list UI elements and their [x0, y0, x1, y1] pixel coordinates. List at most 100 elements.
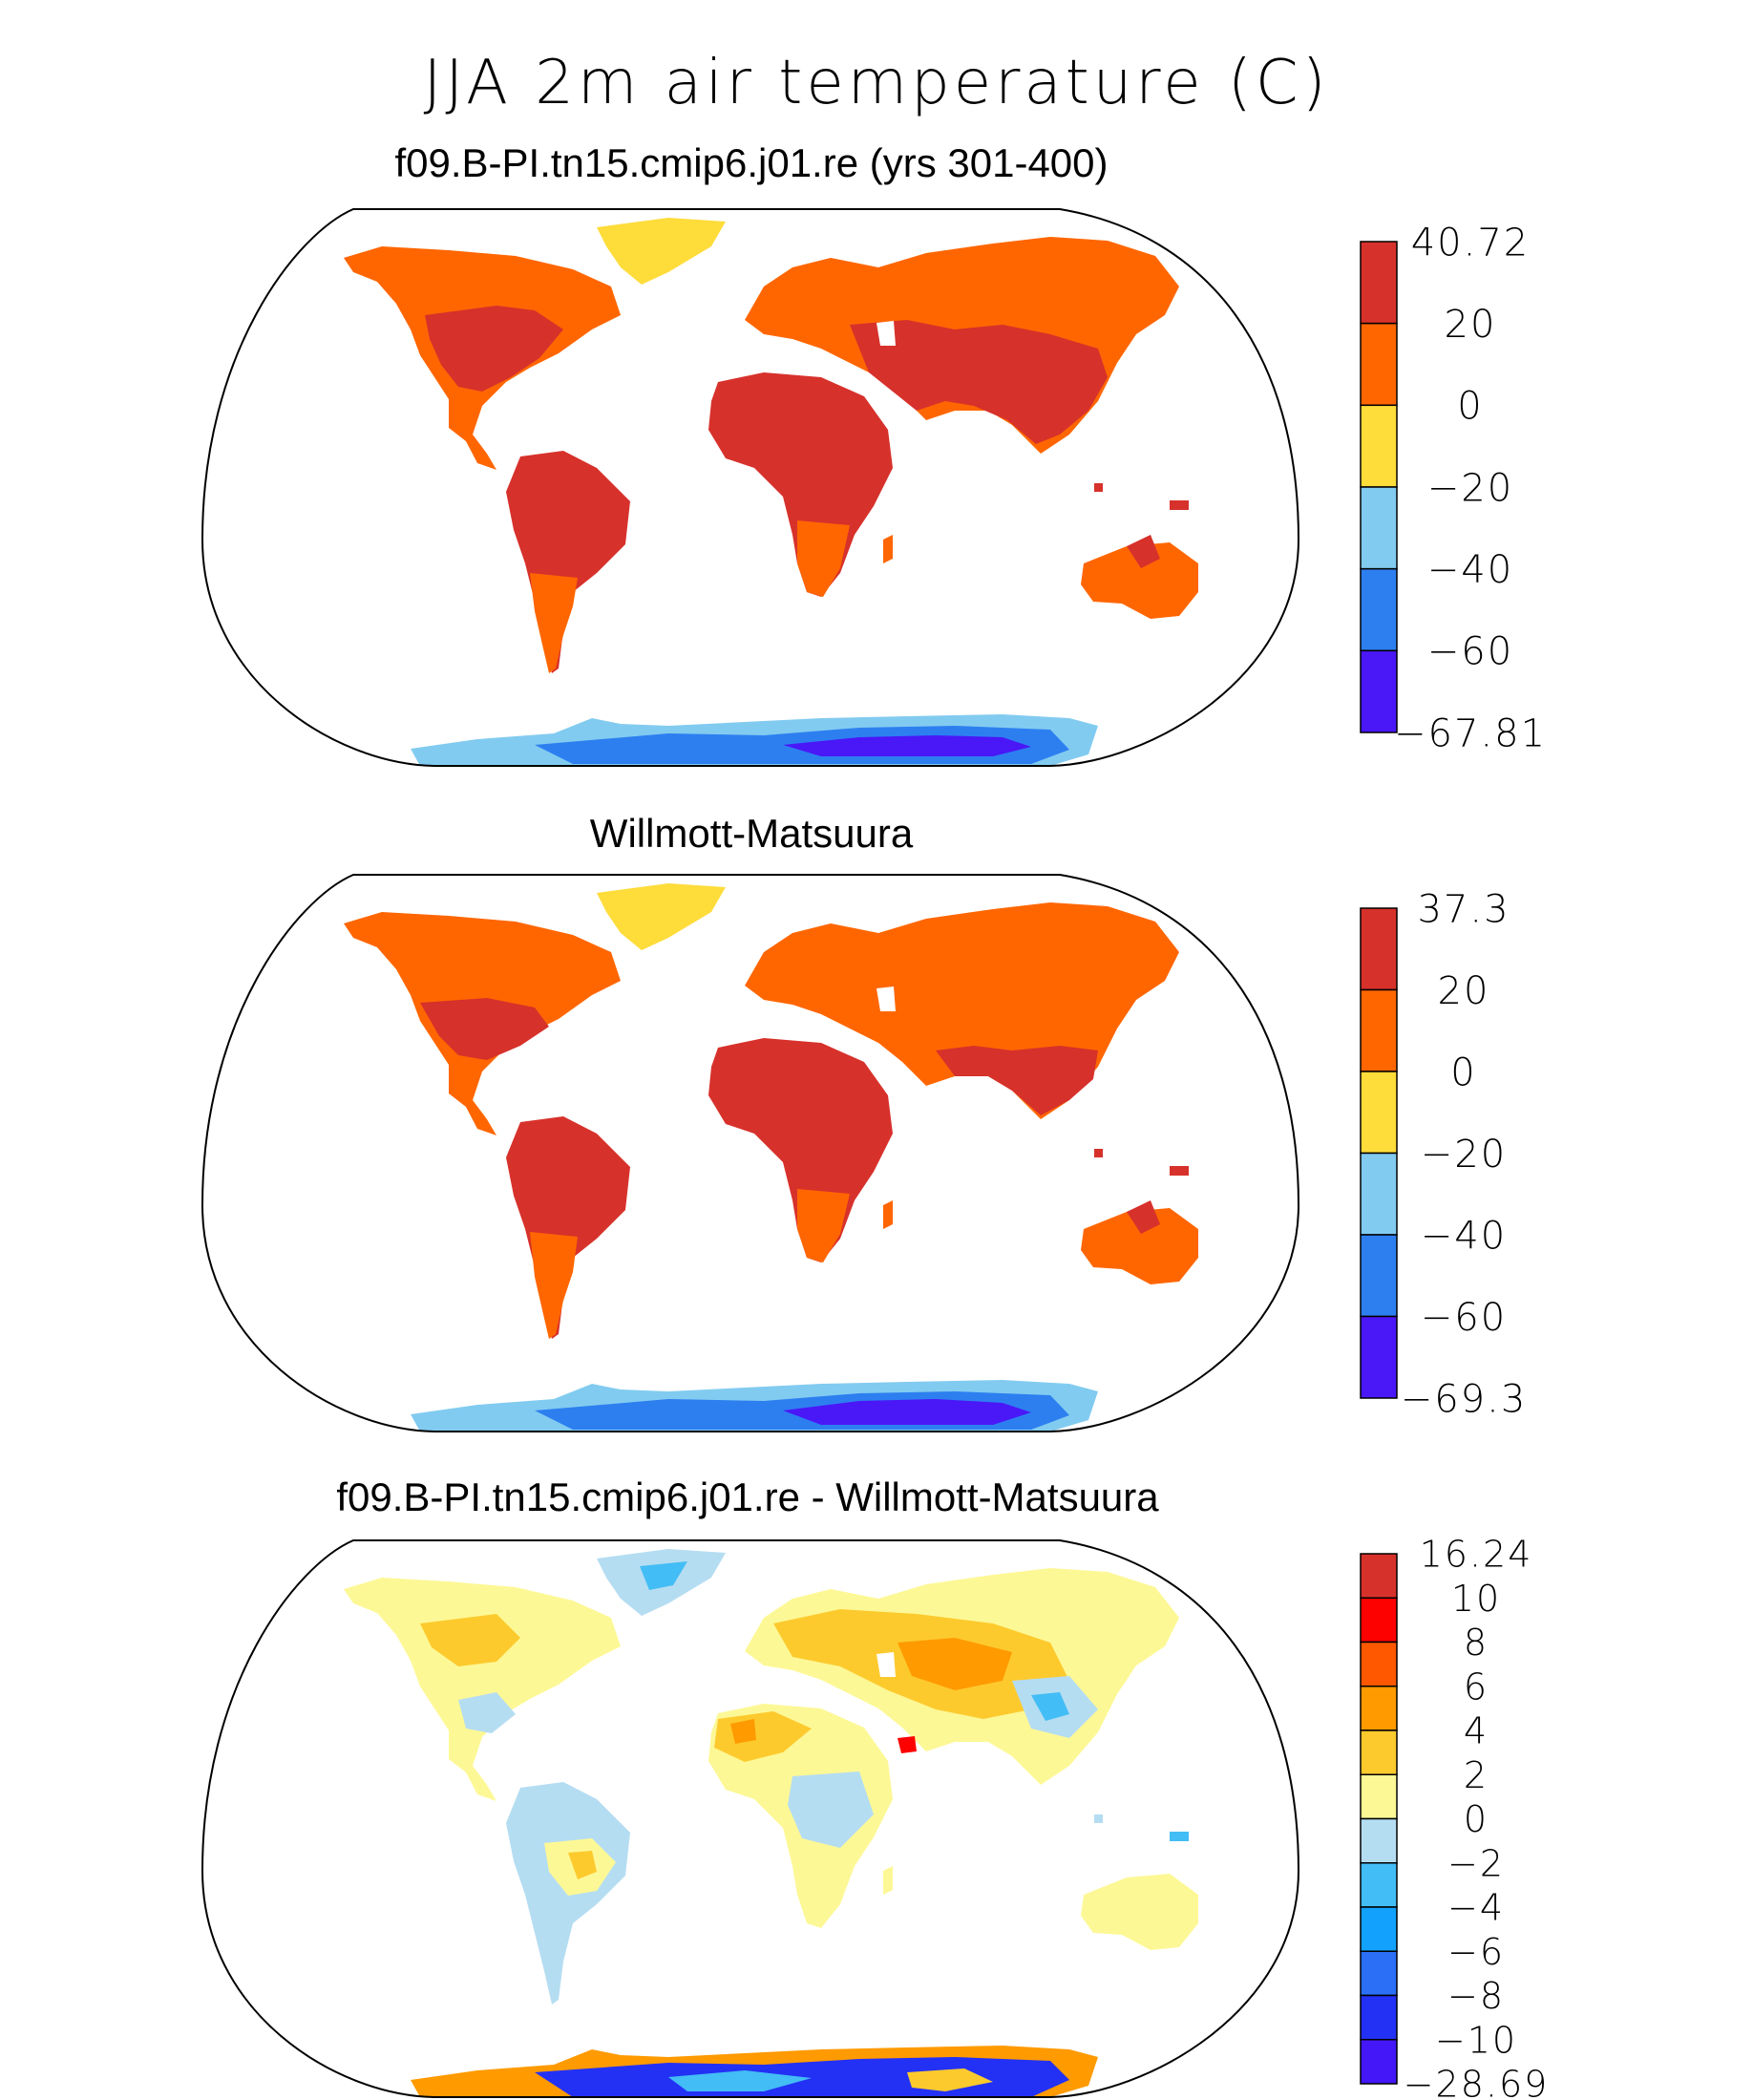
colorbar-tick-label: 0	[1457, 385, 1483, 429]
continent-australia	[1081, 1208, 1198, 1284]
colorbar-tick-label: 40.72	[1411, 221, 1531, 265]
colorbar-tick-label: −60	[1421, 1296, 1507, 1340]
colorbar-swatch	[1360, 1950, 1398, 1997]
colorbar-swatch	[1360, 1152, 1398, 1236]
caspian-cut	[876, 986, 896, 1011]
island-block-1	[1094, 483, 1103, 492]
map-outline-model	[201, 208, 1300, 767]
colorbar-swatch	[1360, 1994, 1398, 2041]
north-america-cool-patch	[458, 1692, 516, 1733]
colorbar-tick-label: −2	[1447, 1842, 1505, 1884]
colorbar-tick-label: 8	[1464, 1622, 1489, 1664]
greenland-core	[640, 1561, 687, 1590]
colorbar-tick-label: −40	[1421, 1214, 1507, 1258]
island-block-2	[1170, 500, 1189, 510]
colorbar-tick-label: 10	[1451, 1578, 1501, 1620]
map-outline-difference	[201, 1539, 1300, 2098]
colorbar-swatch	[1360, 1729, 1398, 1775]
north-america-interior	[420, 998, 549, 1060]
colorbar-tick-label: 0	[1450, 1050, 1476, 1094]
caspian-cut	[876, 321, 896, 346]
colorbar-tick-label: −69.3	[1401, 1377, 1528, 1421]
continent-south-america	[506, 451, 630, 673]
colorbar-tick-label: −4	[1447, 1887, 1505, 1929]
continent-north-america	[344, 1578, 621, 1801]
colorbar-swatch	[1360, 1315, 1398, 1399]
colorbar-tick-label: 20	[1445, 303, 1497, 347]
north-america-interior	[425, 306, 563, 392]
eurasia-hot-patch	[898, 1638, 1012, 1690]
colorbar-tick-label: 4	[1464, 1710, 1489, 1752]
panel-title-model: f09.B-PI.tn15.cmip6.j01.re (yrs 301-400)	[394, 140, 1108, 185]
colorbar-swatch	[1360, 988, 1398, 1072]
colorbar-swatch	[1360, 567, 1398, 652]
colorbar-tick-label: −67.81	[1394, 711, 1547, 755]
continent-australia	[1081, 1874, 1198, 1950]
panel-observations: Willmott-Matsuura 37.3 20 0 −20 −40 −60 −69.3	[201, 811, 1528, 1432]
antarctica-cold-patch	[668, 2070, 812, 2091]
panel-difference: f09.B-PI.tn15.cmip6.j01.re - Willmott-Ma…	[201, 1474, 1550, 2100]
map-outline-observations	[201, 874, 1300, 1432]
panel-model: f09.B-PI.tn15.cmip6.j01.re (yrs 301-400)	[201, 140, 1547, 767]
colorbar-swatch	[1360, 907, 1398, 991]
colorbar-tick-label: 0	[1464, 1798, 1489, 1840]
figure-title: JJA 2m air temperature (C)	[423, 48, 1329, 118]
colorbar-tick-label: −60	[1427, 630, 1513, 674]
arabia-hot-spot	[898, 1736, 917, 1753]
landmass-madagascar	[883, 1866, 893, 1895]
antarctica-core	[783, 1399, 1031, 1425]
south-america-south	[530, 573, 578, 673]
colorbar-tick-label: −8	[1447, 1975, 1505, 2017]
south-america-south	[530, 1232, 578, 1339]
africa-south	[797, 1189, 850, 1262]
caspian-cut	[876, 1652, 896, 1677]
colorbar-swatch	[1360, 1862, 1398, 1908]
africa-hot-spot	[730, 1719, 756, 1744]
island-block-2	[1170, 1166, 1189, 1176]
colorbar-swatch	[1360, 1817, 1398, 1864]
panel-title-observations: Willmott-Matsuura	[590, 811, 914, 856]
map-difference	[344, 1549, 1198, 2097]
colorbar-tick-label: −40	[1427, 548, 1513, 592]
colorbar-swatch	[1360, 1071, 1398, 1155]
map-observations	[344, 883, 1198, 1432]
colorbar-tick-label: 16.24	[1420, 1534, 1533, 1576]
colorbar-swatch	[1360, 1234, 1398, 1318]
colorbar-tick-label: 37.3	[1417, 887, 1510, 931]
africa-cool-region	[788, 1771, 874, 1848]
colorbar-tick-label: 20	[1438, 969, 1490, 1013]
continent-south-america	[506, 1116, 630, 1339]
africa-south	[797, 520, 850, 597]
colorbar-swatch	[1360, 1773, 1398, 1820]
colorbar-tick-label: −28.69	[1404, 2064, 1550, 2100]
landmass-madagascar	[883, 1200, 893, 1229]
island-block-2	[1170, 1832, 1189, 1841]
colorbar-swatch	[1360, 1597, 1398, 1644]
continent-africa	[708, 372, 893, 597]
colorbar-swatch	[1360, 2039, 1398, 2085]
australia-north-warm	[1127, 535, 1160, 568]
colorbar-tick-label: −20	[1427, 466, 1513, 510]
colorbar-swatch	[1360, 241, 1398, 325]
colorbar-tick-label: 6	[1464, 1665, 1489, 1708]
colorbar-swatch	[1360, 649, 1398, 733]
landmass-madagascar	[883, 535, 893, 563]
colorbar-model: 40.72 20 0 −20 −40 −60 −67.81	[1360, 221, 1547, 755]
colorbar-tick-label: 2	[1464, 1754, 1489, 1796]
colorbar-swatch	[1360, 404, 1398, 488]
antarctica-warm-patch	[907, 2068, 993, 2091]
landmass-greenland	[597, 218, 726, 285]
eurasia-warm-region	[936, 1046, 1098, 1115]
eurasia-cold-patch	[1031, 1692, 1069, 1721]
colorbar-swatch	[1360, 486, 1398, 570]
south-america-hot-patch	[568, 1851, 597, 1879]
map-model	[344, 218, 1198, 766]
landmass-greenland	[597, 883, 726, 950]
colorbar-swatch	[1360, 1906, 1398, 1952]
colorbar-tick-label: −20	[1421, 1133, 1507, 1177]
colorbar-tick-label: −6	[1447, 1931, 1505, 1973]
colorbar-swatch	[1360, 1553, 1398, 1599]
colorbar-swatch	[1360, 1686, 1398, 1731]
